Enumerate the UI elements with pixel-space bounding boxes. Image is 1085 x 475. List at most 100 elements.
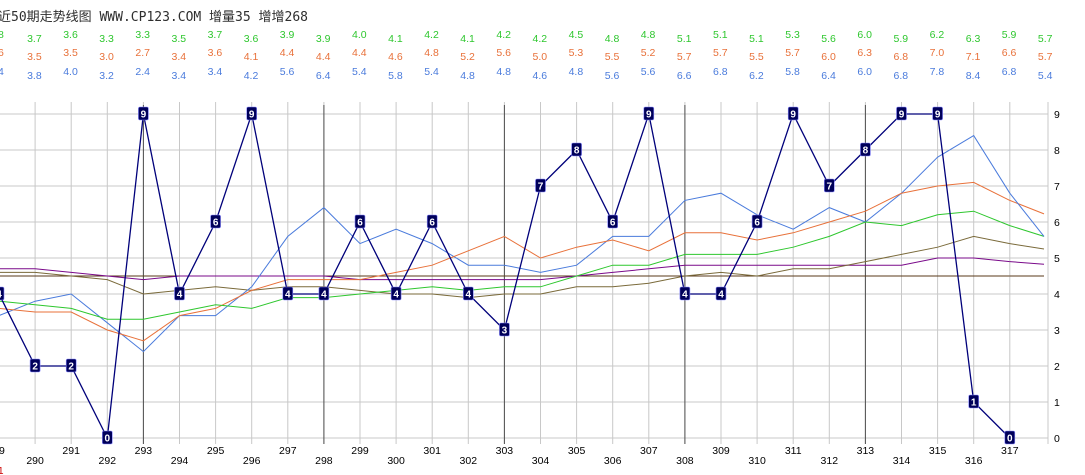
- value-marker-label: 4: [0, 290, 2, 301]
- y-tick-label: 0: [1054, 433, 1060, 445]
- stat-row-3-value: 4: [0, 66, 4, 78]
- y-tick-label: 6: [1054, 217, 1060, 229]
- stat-row-2-value: 5.7: [1038, 51, 1053, 63]
- stat-row-2-value: 5.7: [785, 47, 800, 59]
- value-marker-box: [390, 286, 402, 301]
- value-marker-box: [823, 178, 835, 193]
- stat-row-3-value: 6.8: [713, 66, 728, 78]
- x-tick-label: 306: [604, 455, 622, 467]
- x-tick-label: 304: [532, 455, 550, 467]
- stat-row-2-value: 5.7: [713, 47, 728, 59]
- stat-row-2-value: 3.0: [99, 51, 114, 63]
- value-marker-box: [246, 106, 257, 121]
- stat-row-3-value: 6.2: [749, 70, 764, 82]
- stat-row-1-value: 4.5: [569, 29, 584, 41]
- stat-row-2-value: 5.5: [749, 51, 764, 63]
- value-marker-label: 8: [574, 146, 580, 157]
- x-tick-label: 316: [965, 455, 983, 467]
- stat-row-2-value: 5.6: [496, 47, 511, 59]
- x-tick-label: 298: [315, 455, 333, 467]
- value-marker-label: 9: [899, 110, 905, 121]
- value-marker-box: [643, 106, 655, 121]
- value-marker-box: [968, 394, 980, 409]
- stat-row-1-value: 5.9: [894, 33, 909, 45]
- stat-row-3-value: 5.4: [352, 66, 367, 78]
- stat-row-3-value: 3.4: [172, 70, 187, 82]
- x-tick-label: 297: [279, 445, 297, 457]
- stat-row-2-value: 5.0: [533, 51, 548, 63]
- stat-row-2-value: 5.3: [569, 47, 584, 59]
- stat-row-1-value: 4.2: [533, 33, 548, 45]
- x-axis: 89 290 291 292 293 294 295 296 297 298 299 300 301 30…: [0, 445, 1019, 467]
- stat-row-2-value: 6.0: [821, 51, 836, 63]
- stat-row-2-value: 6.8: [894, 51, 909, 63]
- stat-row-3-value: 5.6: [605, 70, 620, 82]
- stat-row-1-value: 4.1: [460, 33, 475, 45]
- y-tick-label: 4: [1054, 289, 1060, 301]
- stat-row-3-value: 6.4: [316, 70, 331, 82]
- value-marker-label: 6: [213, 218, 219, 229]
- stat-row-3-value: 5.4: [424, 66, 439, 78]
- y-axis: 0 1 2 3 4 5 6 7 8 9: [1054, 109, 1060, 445]
- stat-row-3-value: 5.8: [388, 70, 403, 82]
- value-marker-label: 8: [863, 146, 869, 157]
- value-marker-box: [354, 214, 366, 229]
- stat-row-1-value: 5.1: [713, 29, 728, 41]
- stat-row-1-value: 3.6: [63, 29, 78, 41]
- x-tick-label: 307: [640, 445, 658, 457]
- value-marker-box: [751, 214, 763, 229]
- value-marker-label: 6: [429, 218, 435, 229]
- x-tick-label: 89: [0, 445, 5, 457]
- stat-row-2-value: 5.2: [641, 47, 656, 59]
- stat-row-3-value: 2.4: [135, 66, 150, 78]
- stat-row-3-value: 5.6: [641, 66, 656, 78]
- value-marker-label: 9: [790, 110, 796, 121]
- x-tick-label: 300: [387, 455, 405, 467]
- stat-row-2-value: 7.0: [930, 47, 945, 59]
- x-tick-label: 315: [929, 445, 947, 457]
- stat-row-3-value: 8.4: [966, 70, 981, 82]
- value-marker-box: [932, 106, 943, 121]
- value-marker-box: [102, 430, 113, 445]
- stat-row-3-value: 5.4: [1038, 70, 1053, 82]
- y-tick-label: 2: [1054, 361, 1060, 373]
- stat-row-1-value: 5.6: [821, 33, 836, 45]
- value-marker-label: 4: [718, 290, 724, 301]
- x-tick-label: 312: [821, 455, 839, 467]
- stat-row-2-value: 5.7: [677, 51, 692, 63]
- stat-row-3-value: 4.8: [460, 70, 475, 82]
- stat-row-1-value: 3.6: [244, 33, 259, 45]
- stat-row-1-value: 5.9: [1002, 29, 1017, 41]
- x-tick-label: 314: [893, 455, 911, 467]
- stat-row-1-value: 3.3: [135, 29, 150, 41]
- x-tick-label: 308: [676, 455, 694, 467]
- stat-row-1-value: 4.1: [388, 33, 403, 45]
- x-tick-label: 292: [99, 455, 117, 467]
- stat-row-2-value: 3.5: [63, 47, 78, 59]
- stat-row-2-value: 7.1: [966, 51, 981, 63]
- stat-row-2-value: 4.6: [388, 51, 403, 63]
- value-marker-label: 4: [466, 290, 472, 301]
- stat-row-3-value: 4.6: [533, 70, 548, 82]
- value-marker-label: 4: [177, 290, 183, 301]
- x-tick-label: 310: [748, 455, 766, 467]
- stat-row-1-value: 4.8: [641, 29, 656, 41]
- value-marker-label: 9: [935, 110, 941, 121]
- stat-row-3-value: 6.4: [821, 70, 836, 82]
- stat-row-3-value: 6.8: [1002, 66, 1017, 78]
- y-tick-label: 1: [1054, 397, 1060, 409]
- value-marker-box: [607, 214, 619, 229]
- x-tick-label: 296: [243, 455, 261, 467]
- stat-row-3-value: 6.8: [894, 70, 909, 82]
- stat-row-3-value: 3.4: [208, 66, 223, 78]
- stat-row-1-value: 3.9: [280, 29, 295, 41]
- stat-row-2-value: 5.2: [460, 51, 475, 63]
- x-tick-label: 295: [207, 445, 225, 457]
- stat-rows: 8 3.7 3.6 3.3 3.3 3.5 3.7 3.6 3.9 3.9 4.0 4.1 4.2 4.1…: [0, 29, 1053, 82]
- stat-row-1-value: 5.3: [785, 29, 800, 41]
- stat-row-2-value: 4.4: [352, 47, 367, 59]
- value-marker-box: [787, 106, 799, 121]
- stat-row-2-value: 6.3: [857, 47, 872, 59]
- value-marker-label: 3: [502, 326, 508, 337]
- chart-header-title: 近50期走势线图 WWW.CP123.COM 增量35 增增268: [0, 9, 308, 25]
